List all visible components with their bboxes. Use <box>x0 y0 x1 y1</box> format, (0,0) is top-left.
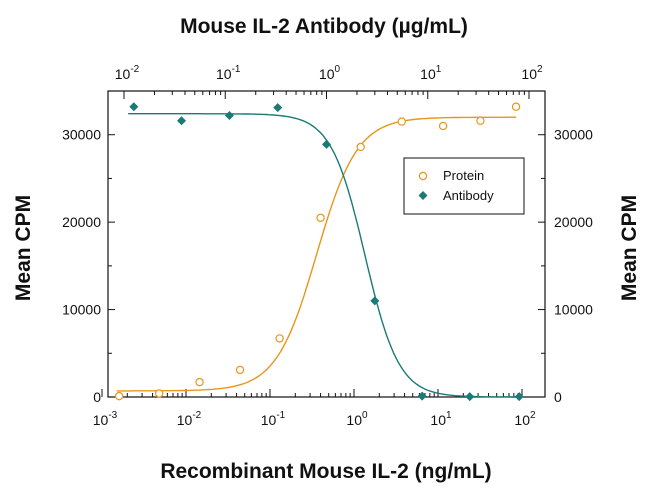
antibody-point <box>322 139 331 149</box>
y-tick-label-left: 20000 <box>62 214 101 230</box>
antibody-point <box>465 392 475 402</box>
antibody-point <box>370 296 380 306</box>
antibody-point <box>417 391 427 401</box>
x-tick-label-top: 10-1 <box>216 64 241 82</box>
data-points <box>114 102 524 402</box>
legend-box <box>403 157 525 215</box>
protein-point <box>316 213 325 222</box>
fit-curves <box>116 112 522 398</box>
protein-point <box>114 391 124 401</box>
protein-point <box>511 102 521 111</box>
antibody-point <box>177 116 187 126</box>
protein-point <box>195 377 204 387</box>
x-tick-label-bottom: 100 <box>346 410 368 428</box>
y-tick-label-right: 30000 <box>554 127 593 143</box>
x-axis-title: Recombinant Mouse IL-2 (ng/mL) <box>160 460 491 483</box>
protein-point <box>356 142 365 152</box>
antibody-point <box>273 103 283 113</box>
y-tick-label-right: 10000 <box>554 302 593 318</box>
legend-protein-marker <box>418 171 428 181</box>
legend: Protein Antibody <box>403 157 525 215</box>
protein-point <box>397 117 406 126</box>
fit-curve-antibody <box>128 112 522 398</box>
antibody-point <box>224 110 234 120</box>
x-tick-label-top: 100 <box>319 64 341 82</box>
legend-protein-label: Protein <box>443 168 484 183</box>
y-tick-label-left: 30000 <box>62 127 101 143</box>
y-axis-title-left: Mean CPM <box>12 195 35 301</box>
protein-point <box>438 121 448 131</box>
antibody-point <box>129 102 139 112</box>
x-tick-label-bottom: 10-1 <box>261 410 286 428</box>
x-tick-label-bottom: 10-2 <box>177 410 202 428</box>
y-tick-label-left: 0 <box>93 389 101 405</box>
x-tick-label-bottom: 10-3 <box>93 410 118 428</box>
protein-point <box>155 389 164 398</box>
x-tick-label-top: 10-2 <box>115 64 140 82</box>
antibody-point <box>514 392 524 402</box>
y-axis-title-right: Mean CPM <box>618 195 641 301</box>
protein-point <box>235 365 245 375</box>
chart-title: Mouse IL-2 Antibody (µg/mL) <box>180 15 468 38</box>
x-tick-label-top: 101 <box>420 64 442 82</box>
legend-antibody-label: Antibody <box>443 188 494 203</box>
legend-antibody-marker <box>418 191 428 200</box>
x-tick-label-bottom: 101 <box>430 410 452 428</box>
y-tick-label-left: 10000 <box>62 302 101 318</box>
plot-frame <box>107 90 546 398</box>
fit-curve-protein <box>116 116 517 392</box>
protein-point <box>275 334 284 343</box>
x-tick-label-top: 102 <box>521 64 543 82</box>
protein-point <box>476 116 485 125</box>
y-tick-label-right: 20000 <box>554 214 593 230</box>
x-tick-label-bottom: 102 <box>514 410 536 428</box>
y-tick-label-right: 0 <box>554 389 562 405</box>
axes: 0 0 10000 10000 20000 20000 30000 30000 10-3 10-2… <box>62 64 593 428</box>
